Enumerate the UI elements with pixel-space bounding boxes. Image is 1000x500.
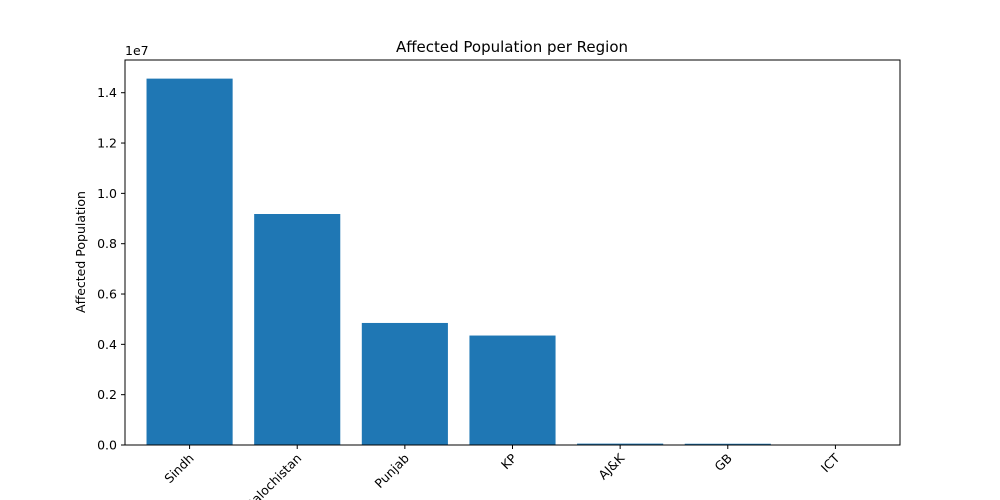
- chart-title: Affected Population per Region: [396, 38, 628, 56]
- y-axis-ticks: 0.0 0.2 0.4 0.6 0.8 1.0 1.2 1.4: [97, 85, 125, 453]
- x-tick-label: AJ&K: [595, 450, 628, 483]
- bar-balochistan: [254, 214, 341, 445]
- y-tick-label: 1.0: [97, 186, 117, 201]
- bar-kp: [469, 335, 556, 445]
- y-tick-label: 0.4: [97, 337, 117, 352]
- x-tick-label: Punjab: [372, 450, 413, 491]
- y-tick-label: 1.4: [97, 85, 117, 100]
- bar-punjab: [361, 322, 448, 445]
- plot-frame: [124, 59, 901, 446]
- x-tick-label: Balochistan: [242, 451, 304, 500]
- y-tick-label: 0.0: [97, 438, 117, 453]
- x-tick-label: Sindh: [161, 451, 196, 486]
- y-tick-label: 0.6: [97, 287, 117, 302]
- y-tick-label: 1.2: [97, 136, 117, 151]
- bar-gb: [684, 443, 771, 445]
- x-tick-label: KP: [498, 450, 520, 472]
- y-axis-offset-label: 1e7: [125, 43, 149, 58]
- y-tick-label: 0.8: [97, 236, 117, 251]
- y-axis-label: Affected Population: [73, 191, 88, 313]
- bars-layer: [146, 78, 879, 446]
- bar-aj-k: [577, 443, 664, 445]
- x-tick-label: GB: [711, 451, 735, 475]
- x-axis-ticks: Sindh Balochistan Punjab KP AJ&K GB ICT: [161, 445, 843, 500]
- y-tick-label: 0.2: [97, 387, 117, 402]
- bar-sindh: [146, 78, 233, 446]
- x-tick-label: ICT: [818, 450, 843, 475]
